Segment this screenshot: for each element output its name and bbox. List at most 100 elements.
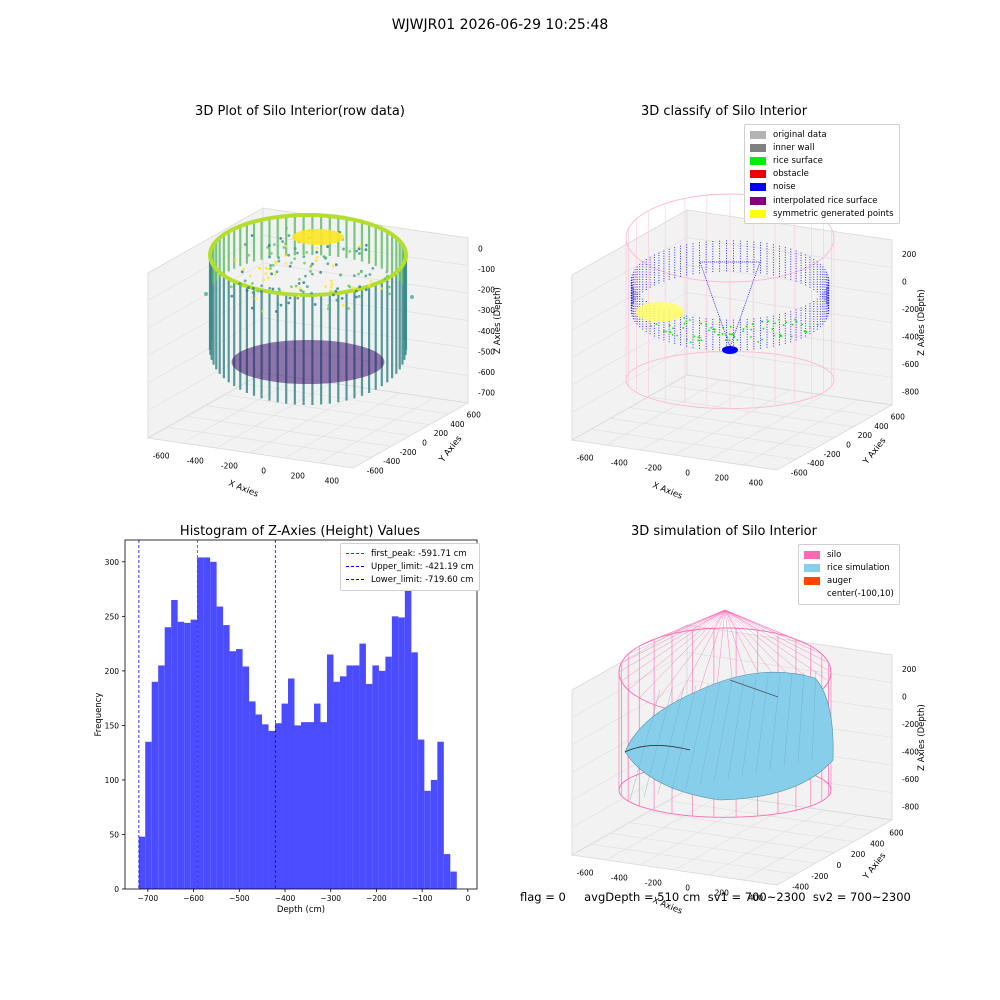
raw-point — [348, 286, 351, 289]
rice-surface-point — [773, 335, 775, 337]
x-tick-label: 0 — [261, 467, 266, 476]
raw-point — [353, 287, 356, 290]
raw-point — [334, 290, 337, 293]
x-tick-label: −400 — [275, 894, 296, 903]
histogram-legend: first_peak: -591.71 cm Upper_limit: -421.… — [340, 543, 480, 591]
rice-surface-point — [683, 317, 685, 319]
raw-point — [284, 254, 287, 257]
histogram-bar — [191, 620, 197, 889]
x-tick-label: -400 — [611, 874, 628, 883]
z-tick-label: -600 — [478, 368, 495, 377]
raw-point — [282, 246, 285, 249]
z-tick-label: -800 — [902, 387, 919, 396]
raw-point — [303, 262, 306, 265]
raw-point — [304, 275, 307, 278]
y-tick-label: 600 — [891, 413, 906, 422]
histogram-bar — [282, 704, 288, 889]
raw-point — [386, 275, 389, 278]
raw-point — [260, 284, 263, 287]
histogram-bar — [288, 679, 294, 889]
raw-point — [268, 244, 271, 247]
histogram-bar — [197, 557, 203, 889]
x-tick-label: 200 — [715, 474, 730, 483]
histogram-bar — [158, 665, 164, 889]
y-tick-label: -600 — [367, 466, 384, 475]
raw-point — [276, 302, 279, 305]
raw-point — [270, 252, 273, 255]
raw-point — [315, 259, 318, 262]
raw-point — [246, 289, 249, 292]
raw-point — [254, 297, 257, 300]
rice-surface-point — [783, 324, 785, 326]
y-tick-label: 50 — [109, 830, 119, 839]
y-axis-label: Y Axies — [437, 434, 465, 466]
legend-label: silo — [827, 550, 841, 560]
raw-point — [285, 227, 288, 230]
raw-point — [247, 286, 250, 289]
raw-point — [251, 234, 254, 237]
raw-point — [287, 254, 290, 257]
histogram-bar — [204, 557, 210, 889]
raw-point — [269, 264, 272, 267]
y-tick-label: 300 — [105, 558, 120, 567]
raw-point — [278, 260, 281, 263]
raw-point — [324, 285, 327, 288]
rice-surface-point — [750, 329, 752, 331]
raw-point — [306, 285, 309, 288]
raw-point — [284, 242, 287, 245]
raw-point — [275, 310, 278, 313]
raw-point — [298, 278, 301, 281]
y-tick-label: 250 — [105, 612, 120, 621]
rice-surface-point — [729, 333, 731, 335]
raw-point — [314, 303, 317, 306]
y-tick-label: 200 — [858, 431, 873, 440]
y-tick-label: 0 — [837, 861, 842, 870]
raw-point — [295, 285, 298, 288]
noise-center — [722, 346, 738, 354]
legend-label: first_peak: -591.71 cm — [371, 549, 467, 559]
raw-point — [319, 271, 322, 274]
raw-point — [278, 287, 281, 290]
rice-surface-point — [750, 336, 752, 338]
y-tick-label: 0 — [114, 885, 119, 894]
legend-label: noise — [773, 182, 796, 192]
raw-point — [241, 270, 244, 273]
rice-surface-point — [714, 331, 716, 333]
x-tick-label: −600 — [183, 894, 204, 903]
raw-point — [309, 270, 312, 273]
histogram-bar — [398, 617, 404, 889]
raw-point — [275, 261, 278, 264]
histogram-bar — [405, 584, 411, 889]
histogram-bar — [346, 665, 352, 889]
rice-surface-point — [700, 323, 702, 325]
legend-entry: Upper_limit: -421.19 cm — [346, 560, 474, 573]
raw-point — [347, 307, 350, 310]
raw-point — [360, 271, 363, 274]
legend-label: auger — [827, 576, 852, 586]
histogram-bar — [314, 704, 320, 889]
histogram-bar — [327, 655, 333, 889]
histogram-bar — [333, 682, 339, 889]
x-tick-label: −700 — [138, 894, 159, 903]
classify-plot-axes: -600-400-2000200400X Axies-600-400-20002… — [572, 194, 927, 502]
raw-point — [268, 287, 271, 290]
raw-point — [336, 287, 339, 290]
simulation-legend: silo rice simulation auger center(-100,10) — [798, 544, 900, 605]
histogram-bar — [424, 791, 430, 889]
raw-point — [365, 288, 368, 291]
y-tick-label: 200 — [851, 850, 866, 859]
raw-point — [355, 290, 358, 293]
histogram-bar — [171, 600, 177, 889]
legend-entry: silo — [804, 548, 894, 561]
rice-surface-point — [686, 321, 688, 323]
histogram-bar — [139, 837, 145, 889]
rice-surface-point — [670, 331, 672, 333]
x-tick-label: -600 — [577, 869, 594, 878]
histogram-bar — [243, 667, 249, 889]
legend-swatch — [750, 210, 766, 218]
raw-point — [326, 262, 329, 265]
raw-point — [355, 250, 358, 253]
raw-point — [364, 274, 367, 277]
raw-point — [332, 265, 335, 268]
rice-surface-point — [792, 324, 794, 326]
